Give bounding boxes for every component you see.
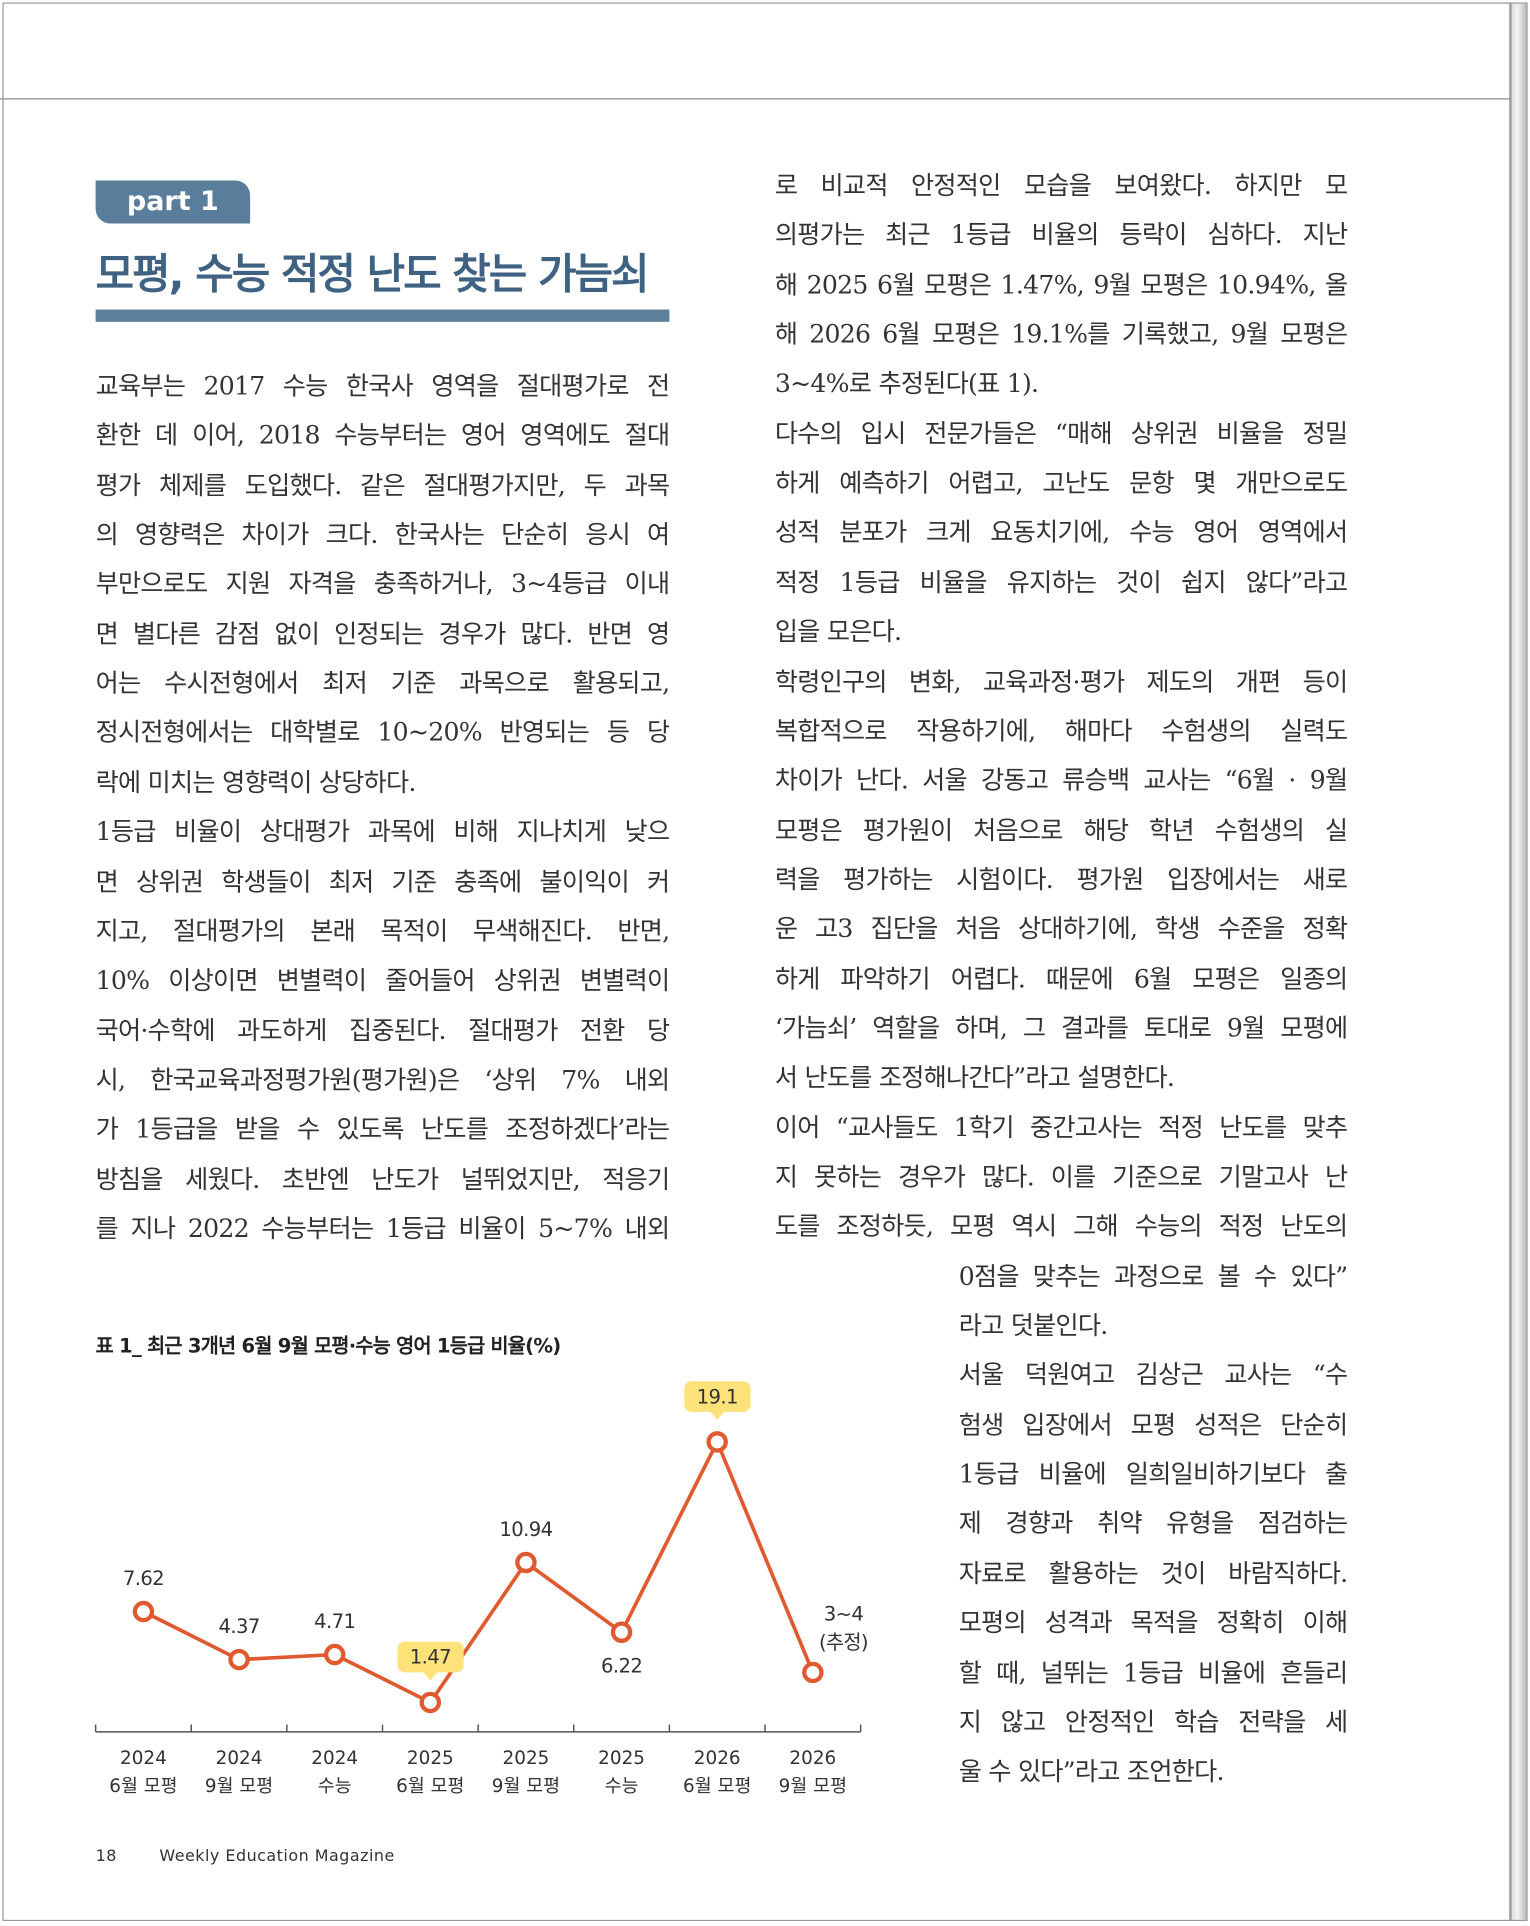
text-line: 복합적으로 작용하기에, 해마다 수험생의 실력도 (774, 715, 1348, 746)
part-tag: part 1 (95, 180, 251, 224)
data-label: 1.47 (397, 1641, 464, 1673)
magazine-name: Weekly Education Magazine (159, 1847, 395, 1866)
data-label: 10.94 (499, 1517, 553, 1541)
text-line: 지 못하는 경우가 많다. 이를 기준으로 기말고사 난 (774, 1161, 1348, 1192)
text-line: 의 영향력은 차이가 크다. 한국사는 단순히 응시 여 (95, 519, 670, 550)
text-line: 하게 예측하기 어렵고, 고난도 문항 몇 개만으로도 (774, 468, 1348, 498)
text-line: 10% 이상이면 변별력이 줄어들어 상위권 변별력이 (95, 965, 670, 996)
x-tick-label: 2024 (311, 1746, 359, 1769)
data-point (323, 1643, 346, 1666)
data-point (132, 1600, 155, 1623)
text-line: 1등급 비율에 일희일비하기보다 출 (958, 1459, 1348, 1489)
data-point (802, 1661, 824, 1684)
text-line: 도를 조정하듯, 모평 역시 그해 수능의 적정 난도의 (774, 1211, 1348, 1242)
data-point (706, 1431, 728, 1453)
x-tick-label: 6월 모평 (683, 1774, 752, 1798)
text-line: 적정 1등급 비율을 유지하는 것이 쉽지 않다”라고 (774, 567, 1348, 597)
text-line: 부만으로도 지원 자격을 충족하거나, 3~4등급 이내 (95, 569, 670, 599)
text-line: 성적 분포가 크게 요동치기에, 수능 영어 영역에서 (774, 517, 1348, 548)
text-line: 환한 데 이어, 2018 수능부터는 영어 영역에도 절대 (95, 420, 670, 450)
text-line: ‘가늠쇠’ 역할을 하며, 그 결과를 토대로 9월 모평에 (774, 1013, 1348, 1043)
article-title: 모평, 수능 적정 난도 찾는 가늠쇠 (95, 250, 650, 300)
text-line: 험생 입장에서 모평 성적은 단순히 (958, 1409, 1348, 1440)
text-line: 해 2025 6월 모평은 1.47%, 9월 모평은 10.94%, 올 (774, 269, 1348, 300)
data-line (142, 1437, 815, 1705)
data-point (228, 1648, 250, 1671)
text-line: 락에 미치는 영향력이 상당하다. (95, 767, 417, 797)
text-line: 국어·수학에 과도하게 집중된다. 절대평가 전환 당 (95, 1015, 670, 1045)
text-line: 서 난도를 조정해나간다”라고 설명한다. (774, 1062, 1175, 1093)
x-tick-label: 2024 (120, 1746, 167, 1769)
text-line: 평가 체제를 도입했다. 같은 절대평가지만, 두 과목 (95, 470, 670, 500)
text-line: 가 1등급을 받을 수 있도록 난도를 조정하겠다’라는 (95, 1114, 670, 1144)
x-tick-label: 9월 모평 (491, 1774, 561, 1798)
text-line: 모평은 평가원이 처음으로 해당 학년 수험생의 실 (774, 815, 1348, 845)
text-line: 하게 파악하기 어렵다. 때문에 6월 모평은 일종의 (774, 963, 1348, 994)
text-line: 울 수 있다”라고 조언한다. (958, 1756, 1225, 1787)
text-line: 로 비교적 안정적인 모습을 보여왔다. 하지만 모 (774, 170, 1348, 201)
text-line: 어는 수시전형에서 최저 기준 과목으로 활용되고, (95, 668, 670, 698)
text-line: 모평의 성격과 목적을 정확히 이해 (958, 1608, 1348, 1638)
x-tick-label: 2025 (502, 1746, 550, 1769)
data-point (610, 1621, 633, 1643)
data-label: 4.71 (314, 1609, 356, 1634)
text-line: 자료로 활용하는 것이 바람직하다. (958, 1558, 1348, 1588)
top-rule (0, 98, 1511, 100)
text-line: 면 별다른 감점 없이 인정되는 경우가 많다. 반면 영 (95, 618, 670, 649)
text-line: 교육부는 2017 수능 한국사 영역을 절대평가로 전 (95, 370, 670, 401)
x-tick-label: 수능 (604, 1774, 639, 1798)
x-tick-label: 2026 (693, 1746, 741, 1769)
data-label: 19.1 (684, 1381, 751, 1412)
text-line: 방침을 세웠다. 초반엔 난도가 널뛰었지만, 적응기 (95, 1163, 670, 1194)
x-tick-label: 2024 (215, 1746, 263, 1769)
data-point (419, 1691, 442, 1714)
text-line: 이어 “교사들도 1학기 중간고사는 적정 난도를 맞추 (774, 1112, 1348, 1142)
text-line: 를 지나 2022 수능부터는 1등급 비율이 5~7% 내외 (95, 1213, 670, 1243)
callout-pointer (709, 1411, 725, 1420)
x-tick-label: 9월 모평 (204, 1774, 274, 1798)
text-line: 제 경향과 취약 유형을 점검하는 (958, 1508, 1348, 1539)
text-line: 지 않고 안정적인 학습 전략을 세 (958, 1707, 1348, 1737)
x-tick-label: 6월 모평 (396, 1774, 465, 1798)
data-label: 7.62 (122, 1566, 165, 1591)
text-line: 정시전형에서는 대학별로 10~20% 반영되는 등 당 (95, 717, 670, 748)
text-line: 력을 평가하는 시험이다. 평가원 입장에서는 새로 (774, 864, 1348, 895)
text-line: 0점을 맞추는 과정으로 볼 수 있다” (958, 1261, 1348, 1291)
page-number: 18 (95, 1847, 117, 1866)
text-line: 입을 모은다. (774, 616, 902, 647)
x-tick-label: 수능 (317, 1774, 352, 1798)
data-label: 3~4 (추정) (819, 1601, 869, 1654)
x-tick-label: 2026 (789, 1746, 837, 1769)
x-tick-label: 9월 모평 (778, 1774, 847, 1798)
text-line: 면 상위권 학생들이 최저 기준 충족에 불이익이 커 (95, 866, 670, 897)
chart-title: 표 1_ 최근 3개년 6월 9월 모평·수능 영어 1등급 비율(%) (95, 1333, 562, 1358)
text-line: 다수의 입시 전문가들은 “매해 상위권 비율을 정밀 (774, 418, 1348, 449)
text-line: 할 때, 널뛰는 1등급 비율에 흔들리 (958, 1657, 1348, 1688)
page-edge (1510, 2, 1528, 1922)
x-tick-label: 6월 모평 (109, 1774, 178, 1798)
text-line: 운 고3 집단을 처음 상대하기에, 학생 수준을 정확 (774, 914, 1348, 944)
data-point (515, 1551, 537, 1574)
text-line: 지고, 절대평가의 본래 목적이 무색해진다. 반면, (95, 916, 670, 946)
text-line: 라고 덧붙인다. (958, 1310, 1109, 1341)
callout-pointer (422, 1671, 438, 1681)
text-line: 1등급 비율이 상대평가 과목에 비해 지나치게 낮으 (95, 816, 670, 847)
text-line: 3~4%로 추정된다(표 1). (774, 368, 1039, 399)
x-tick-label: 2025 (406, 1746, 454, 1769)
x-tick-label: 2025 (598, 1746, 645, 1769)
text-line: 차이가 난다. 서울 강동고 류승백 교사는 “6월 · 9월 (774, 765, 1348, 795)
data-label: 4.37 (218, 1614, 260, 1639)
text-line: 해 2026 6월 모평은 19.1%를 기록했고, 9월 모평은 (774, 319, 1348, 349)
text-line: 의평가는 최근 1등급 비율의 등락이 심하다. 지난 (774, 220, 1348, 250)
data-label: 6.22 (600, 1653, 643, 1678)
text-line: 시, 한국교육과정평가원(평가원)은 ‘상위 7% 내외 (95, 1064, 670, 1095)
text-line: 서울 덕원여고 김상근 교사는 “수 (958, 1360, 1348, 1390)
title-underline (95, 309, 670, 322)
text-line: 학령인구의 변화, 교육과정·평가 제도의 개편 등이 (774, 666, 1348, 696)
